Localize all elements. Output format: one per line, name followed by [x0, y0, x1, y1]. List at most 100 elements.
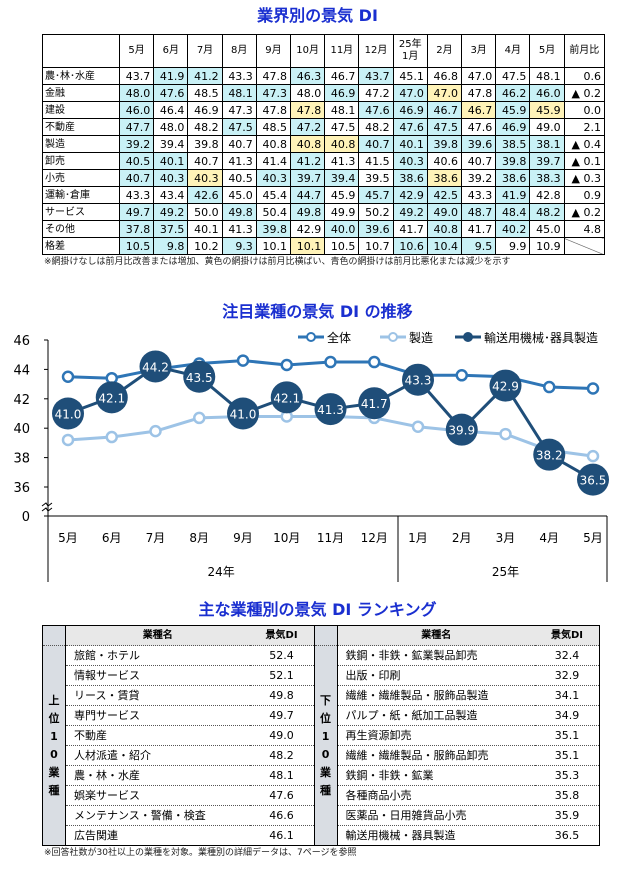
industry-name: 旅館・ホテル [65, 645, 250, 666]
di-cell: 46.0 [118, 101, 155, 119]
di-cell: 47.5 [426, 118, 463, 136]
di-cell: 48.0 [118, 84, 155, 102]
di-cell: 46.4 [153, 101, 189, 119]
data-label: 38.2 [536, 449, 563, 463]
column-header: 2月 [426, 34, 463, 68]
x-tick-label: 7月 [146, 531, 166, 545]
di-cell: 38.5 [495, 135, 531, 153]
di-cell: 43.4 [153, 186, 189, 204]
di-cell: 48.2 [529, 203, 565, 221]
industry-di: 48.1 [249, 765, 315, 786]
data-point [368, 355, 381, 369]
di-cell: 40.2 [495, 220, 531, 238]
di-cell: 46.9 [392, 101, 428, 119]
x-tick-label: 8月 [189, 531, 209, 545]
column-header: 3月 [461, 34, 497, 68]
table-row: 格差 10.5 9.8 10.2 9.3 10.1 10.1 10.5 10.7 10.6 10.4… [42, 237, 606, 255]
industry-name: 輸送用機械・器具製造 [337, 825, 535, 846]
di-cell: 41.4 [255, 152, 292, 170]
data-point [193, 411, 206, 425]
di-cell: 41.3 [221, 220, 257, 238]
legend-label: 全体 [327, 330, 351, 345]
di-cell: 40.3 [153, 169, 189, 187]
di-cell: 10.1 [290, 237, 326, 255]
di-cell: 10.6 [392, 237, 428, 255]
industry-di: 36.5 [535, 825, 600, 846]
di-cell: 40.1 [153, 152, 189, 170]
y-tick-label: 38 [13, 452, 30, 467]
di-cell: 10.7 [358, 237, 394, 255]
row-label: 不動産 [42, 118, 120, 136]
industry-di: 35.9 [535, 805, 600, 826]
di-cell: 45.9 [324, 186, 360, 204]
di-cell: 48.0 [153, 118, 189, 136]
table-row: 建設 46.0 46.4 46.9 47.3 47.8 47.8 48.1 47.6 46.9 46… [42, 101, 606, 119]
di-cell: 43.3 [118, 186, 155, 204]
industry-di: 47.6 [249, 785, 315, 806]
table-title: 業界別の景気 DI [257, 6, 378, 25]
x-tick-label: 12月 [361, 531, 388, 545]
data-point [489, 369, 522, 402]
di-cell: 46.7 [426, 101, 463, 119]
di-cell: 39.4 [324, 169, 360, 187]
data-point [270, 381, 303, 414]
di-cell: 46.0 [529, 84, 565, 102]
industry-name: パルプ・紙・紙加工品製造 [337, 705, 535, 726]
x-tick-label: 4月 [539, 531, 559, 545]
di-cell: 46.9 [187, 101, 223, 119]
di-cell: 9.3 [221, 237, 257, 255]
di-cell: 41.2 [290, 152, 326, 170]
x-tick-label: 10月 [273, 531, 300, 545]
data-point [236, 354, 250, 367]
industry-di-table: 5月 6月 7月 8月 9月 10月 11月 12月 25年 1月 2月 3月 4月 5月 前月比 農･林･… [42, 34, 606, 255]
table-row: 卸売 40.5 40.1 40.7 41.3 41.4 41.2 41.3 41.5 40.3 40… [42, 152, 606, 170]
y-tick-label: 0 [22, 510, 30, 525]
data-point [149, 424, 162, 438]
change-cell: ▲ 0.3 [563, 169, 606, 187]
di-cell: 41.7 [461, 220, 497, 238]
di-cell: 42.9 [290, 220, 326, 238]
data-point [95, 381, 128, 414]
column-header: 5月 [118, 34, 155, 68]
table-row: 運輸･倉庫 43.3 43.4 42.6 45.0 45.4 44.7 45.9 45.7 42.… [42, 186, 606, 204]
di-cell: 40.6 [426, 152, 463, 170]
top10-label: 上位10業種 [42, 645, 66, 846]
di-cell: 45.7 [358, 186, 394, 204]
ranking-row: 情報サービス 52.1 出版・印刷 32.9 [43, 665, 600, 686]
data-point [227, 397, 259, 430]
di-cell: 48.2 [358, 118, 394, 136]
di-cell: 42.9 [392, 186, 428, 204]
di-cell: 41.9 [153, 67, 189, 85]
legend-marker [463, 332, 473, 342]
industry-di: 46.1 [249, 825, 315, 846]
bottom10-label-text: 下位10業種 [320, 693, 332, 797]
di-cell: 9.5 [461, 237, 497, 255]
x-tick-label: 9月 [233, 531, 253, 545]
industry-name: メンテナンス・警備・検査 [65, 805, 250, 826]
di-cell: 48.4 [495, 203, 531, 221]
industry-di: 34.9 [535, 705, 600, 726]
row-label: 建設 [42, 101, 120, 119]
di-cell: 46.7 [324, 67, 360, 85]
di-cell: 40.1 [187, 220, 223, 238]
data-point [543, 380, 556, 394]
di-cell: 45.9 [529, 101, 565, 119]
di-cell: 48.7 [461, 203, 497, 221]
change-cell: ▲ 0.2 [563, 84, 606, 102]
change-cell: ▲ 0.2 [563, 203, 606, 221]
di-cell: 48.5 [187, 84, 223, 102]
di-cell: 40.7 [187, 152, 223, 170]
di-cell: 48.1 [324, 101, 360, 119]
di-cell: 49.7 [118, 203, 155, 221]
industry-di: 52.4 [249, 645, 315, 666]
di-cell: 40.3 [187, 169, 223, 187]
di-cell: 10.5 [324, 237, 360, 255]
di-cell: 39.8 [426, 135, 463, 153]
di-cell: 46.7 [461, 101, 497, 119]
di-cell: 45.4 [255, 186, 292, 204]
ranking-table: 業種名 景気DI 業種名 景気DI 上位10業種 旅館・ホテル 52.4 下位10業種… [42, 625, 600, 846]
x-tick-label: 2月 [452, 531, 472, 545]
di-cell: 39.8 [187, 135, 223, 153]
industry-di: 48.2 [249, 745, 315, 766]
table-row: サービス 49.7 49.2 50.0 49.8 50.4 49.8 49.9 50.2 49.2… [42, 203, 606, 221]
